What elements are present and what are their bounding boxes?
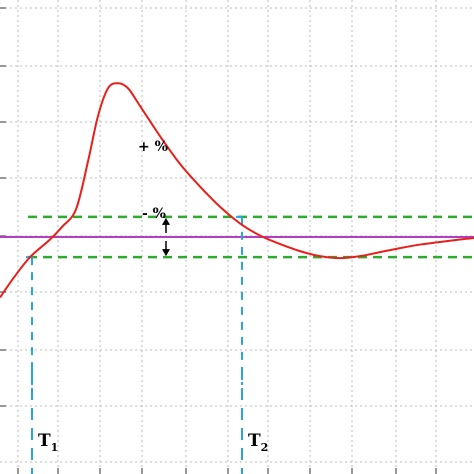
response-curve bbox=[0, 82, 474, 299]
plus-percent-label: + % bbox=[138, 139, 168, 155]
arrow-down-head bbox=[162, 249, 170, 257]
t2-label-main: T bbox=[248, 431, 261, 451]
tolerance-band bbox=[0, 215, 474, 259]
tolerance-arrows bbox=[162, 217, 170, 257]
t1-label-sub: 1 bbox=[51, 441, 59, 454]
response-curve-group bbox=[0, 82, 474, 299]
t1-label-main: T bbox=[38, 431, 51, 451]
t2-label-sub: 2 bbox=[261, 441, 269, 454]
arrow-up-head bbox=[162, 217, 170, 225]
t2-label: T2 bbox=[248, 431, 268, 454]
t1-label: T1 bbox=[38, 431, 58, 454]
minus-percent-label: - % bbox=[142, 206, 166, 222]
